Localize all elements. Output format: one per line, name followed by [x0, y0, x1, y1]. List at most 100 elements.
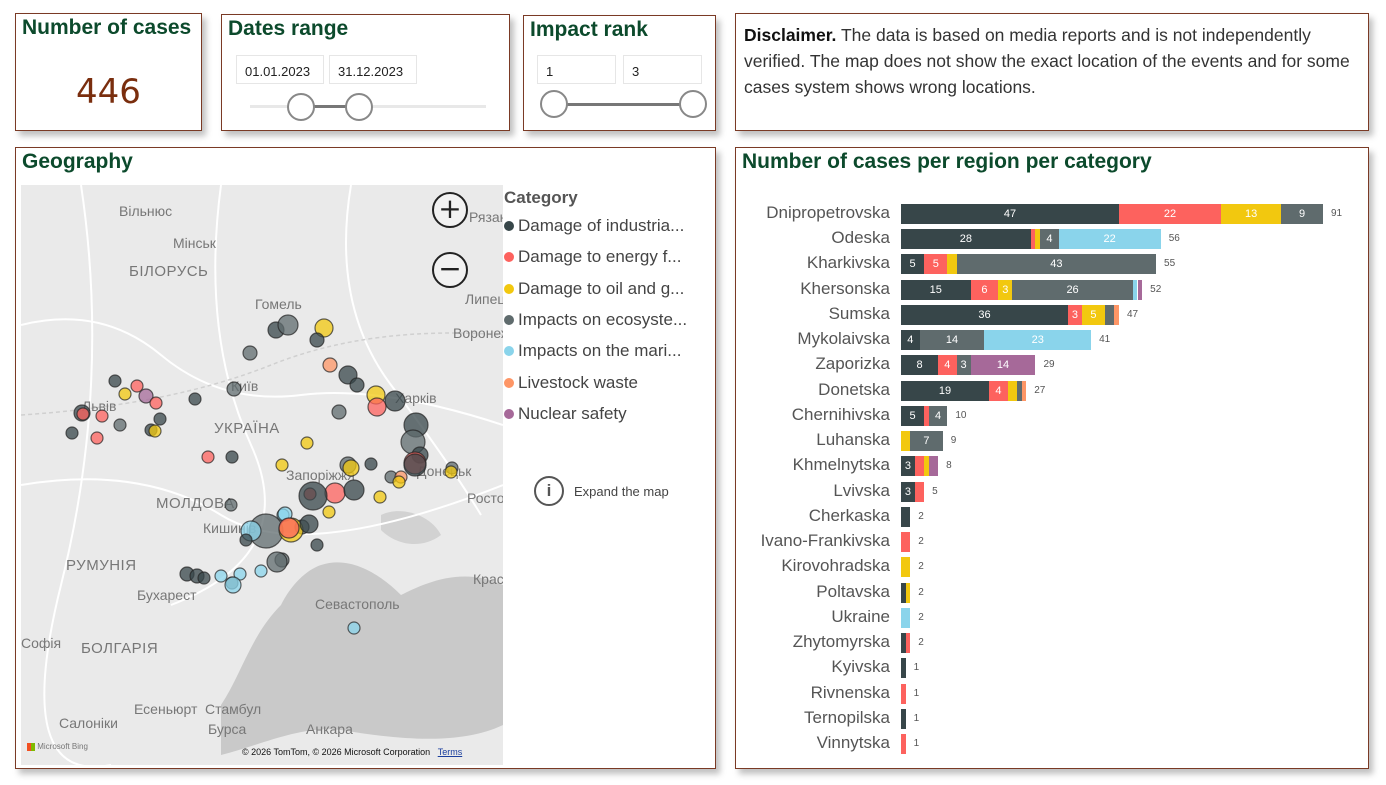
map-marker[interactable]	[108, 374, 122, 388]
bar-segment[interactable]: 5	[1081, 304, 1106, 325]
bar-segment[interactable]	[1021, 380, 1027, 401]
bar-segment[interactable]: 5	[901, 405, 925, 426]
map-marker[interactable]	[242, 345, 258, 361]
map-marker[interactable]	[226, 381, 242, 397]
legend-item[interactable]: Nuclear safety	[504, 404, 704, 424]
start-date-input[interactable]: 01.01.2023	[236, 55, 324, 84]
bar-segment[interactable]: 13	[1220, 204, 1282, 224]
bar-segment[interactable]: 3	[998, 279, 1013, 300]
map-marker[interactable]	[233, 567, 247, 581]
map-marker[interactable]	[349, 377, 365, 393]
map-marker[interactable]	[266, 551, 288, 573]
map-marker[interactable]	[130, 379, 144, 393]
map-marker[interactable]	[322, 505, 336, 519]
bar-segment[interactable]	[901, 708, 906, 729]
map-marker[interactable]	[197, 571, 211, 585]
map-marker[interactable]	[239, 533, 253, 547]
rank-slider-min-handle[interactable]	[540, 90, 568, 118]
bar-segment[interactable]	[924, 456, 929, 477]
bar-segment[interactable]	[905, 582, 911, 603]
map-marker[interactable]	[277, 314, 299, 336]
map-marker[interactable]	[384, 390, 406, 412]
map-marker[interactable]	[148, 424, 162, 438]
map-marker[interactable]	[188, 392, 202, 406]
bar-segment[interactable]	[1132, 279, 1138, 300]
bar-segment[interactable]: 15	[901, 279, 971, 300]
map[interactable]: Вільнюс Мінськ БІЛОРУСЬ Гомель Київ УКРАЇНА Ль…	[21, 185, 503, 765]
bar-segment[interactable]	[1016, 380, 1022, 401]
bar-segment[interactable]	[1105, 304, 1115, 325]
map-marker[interactable]	[224, 576, 242, 594]
bar-segment[interactable]: 6	[970, 279, 999, 300]
map-marker[interactable]	[201, 450, 215, 464]
bar-segment[interactable]: 3	[901, 481, 915, 502]
map-marker[interactable]	[322, 357, 338, 373]
map-marker[interactable]	[254, 564, 268, 578]
bar-segment[interactable]: 22	[1058, 229, 1161, 250]
date-slider-start-handle[interactable]	[287, 93, 315, 121]
bar-segment[interactable]	[1137, 279, 1143, 300]
bar-segment[interactable]	[1035, 229, 1041, 250]
bar-segment[interactable]	[924, 405, 929, 426]
bar-segment[interactable]: 3	[956, 355, 971, 376]
map-markers[interactable]	[21, 185, 503, 765]
map-marker[interactable]	[343, 479, 365, 501]
rank-slider-max-handle[interactable]	[679, 90, 707, 118]
bar-segment[interactable]: 5	[901, 254, 925, 275]
bar-segment[interactable]	[901, 582, 906, 603]
max-rank-input[interactable]: 3	[623, 55, 702, 84]
bar-segment[interactable]	[901, 607, 911, 628]
map-marker[interactable]	[275, 458, 289, 472]
bar-segment[interactable]	[901, 532, 911, 553]
bar-segment[interactable]	[914, 481, 925, 502]
map-marker[interactable]	[118, 387, 132, 401]
bar-segment[interactable]	[901, 506, 911, 527]
legend-item[interactable]: Damage of industria...	[504, 216, 704, 236]
bar-segment[interactable]: 23	[984, 330, 1092, 351]
map-marker[interactable]	[367, 397, 387, 417]
map-marker[interactable]	[373, 490, 387, 504]
bar-segment[interactable]: 4	[901, 330, 920, 351]
bar-segment[interactable]	[901, 683, 906, 704]
map-marker[interactable]	[444, 465, 458, 479]
bar-segment[interactable]: 4	[989, 380, 1008, 401]
map-marker[interactable]	[347, 621, 361, 635]
legend-item[interactable]: Damage to energy f...	[504, 247, 704, 267]
legend-item[interactable]: Impacts on the mari...	[504, 341, 704, 361]
end-date-input[interactable]: 31.12.2023	[329, 55, 417, 84]
map-marker[interactable]	[225, 450, 239, 464]
legend-item[interactable]: Impacts on ecosyste...	[504, 310, 704, 330]
bar-segment[interactable]	[947, 254, 957, 275]
bar-segment[interactable]	[928, 456, 939, 477]
bar-segment[interactable]	[901, 557, 911, 578]
bar-segment[interactable]: 14	[919, 330, 985, 351]
bar-segment[interactable]: 8	[901, 355, 939, 376]
map-marker[interactable]	[149, 396, 163, 410]
bar-segment[interactable]: 36	[901, 304, 1068, 325]
zoom-in-button[interactable]: +	[432, 192, 468, 228]
bar-segment[interactable]	[1007, 380, 1017, 401]
bar-segment[interactable]: 4	[928, 405, 948, 426]
bar-segment[interactable]	[1030, 229, 1036, 250]
bar-segment[interactable]	[1114, 304, 1119, 325]
bar-segment[interactable]: 47	[901, 204, 1119, 224]
map-marker[interactable]	[278, 517, 300, 539]
bar-segment[interactable]: 4	[1040, 229, 1059, 250]
map-marker[interactable]	[331, 404, 347, 420]
map-marker[interactable]	[342, 459, 360, 477]
min-rank-input[interactable]: 1	[537, 55, 616, 84]
map-marker[interactable]	[324, 482, 346, 504]
legend-item[interactable]: Damage to oil and g...	[504, 279, 704, 299]
expand-map-button[interactable]: i Expand the map	[534, 476, 669, 506]
map-marker[interactable]	[298, 481, 328, 511]
bar-segment[interactable]	[905, 633, 911, 654]
zoom-out-button[interactable]: −	[432, 252, 468, 288]
map-marker[interactable]	[90, 431, 104, 445]
bar-segment[interactable]: 9	[1281, 204, 1323, 224]
date-slider-end-handle[interactable]	[345, 93, 373, 121]
map-marker[interactable]	[214, 569, 228, 583]
bar-segment[interactable]: 43	[956, 254, 1157, 275]
bar-segment[interactable]: 14	[970, 355, 1036, 376]
bar-segment[interactable]: 3	[901, 456, 915, 477]
bar-segment[interactable]: 19	[901, 380, 990, 401]
